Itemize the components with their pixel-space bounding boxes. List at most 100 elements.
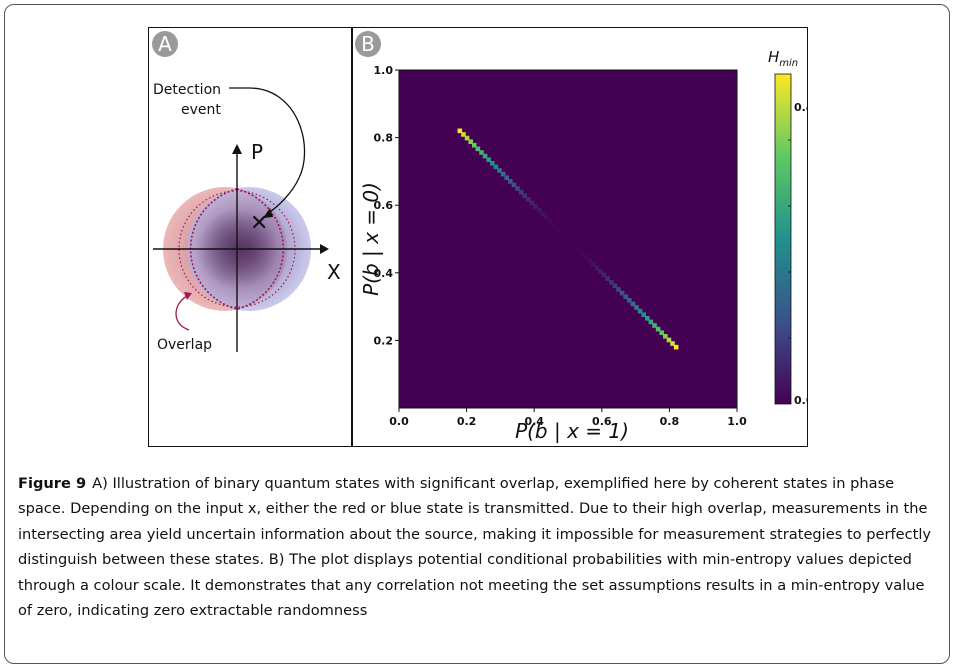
x-tick-label: 0.2	[457, 415, 477, 428]
heatmap-cell	[565, 236, 571, 242]
y-axis-title: P(b | x = 0)	[359, 182, 383, 296]
heatmap-cell	[673, 344, 679, 350]
heatmap-cell	[464, 135, 470, 141]
heatmap-cell	[648, 319, 654, 325]
detection-pointer-arrow	[229, 87, 306, 215]
heatmap-cell	[533, 204, 538, 209]
detection-label-line1: Detection	[153, 82, 221, 98]
heatmap-cell	[594, 265, 600, 271]
heatmap-band	[457, 128, 679, 350]
heatmap-cell	[587, 258, 592, 263]
p-axis-arrowhead	[232, 144, 242, 154]
panel-a-phase-space: P X Detection event ✕ Overlap	[153, 82, 341, 353]
heatmap-cell	[471, 142, 477, 148]
heatmap-cell	[482, 153, 488, 159]
x-tick-label: 0.8	[660, 415, 680, 428]
x-axis-arrowhead	[320, 244, 329, 254]
heatmap-cell	[526, 197, 531, 202]
x-tick-label: 0.4	[524, 415, 544, 428]
heatmap-cell	[468, 139, 473, 144]
heatmap-cell	[562, 233, 567, 238]
overlap-label: Overlap	[157, 337, 212, 353]
panel-b-badge: B	[355, 31, 381, 57]
heatmap-cell	[623, 294, 628, 299]
heatmap-cell	[619, 290, 625, 296]
heatmap-cell	[652, 323, 657, 328]
heatmap-cell	[590, 261, 596, 267]
figure-caption: Figure 9 A) Illustration of binary quantu…	[18, 471, 938, 623]
figure-panel-container	[148, 27, 808, 447]
y-tick-label: 0.6	[374, 199, 394, 212]
x-tick-label: 0.0	[389, 415, 409, 428]
y-tick-label: 0.2	[374, 334, 394, 347]
panel-b-heatmap: 0.0 0.2 0.4 0.6 0.8 1.0 0.2 0.4 0.6 0.8 1.0 P(b |…	[359, 48, 807, 443]
heatmap-cell	[626, 297, 632, 303]
heatmap-cell	[551, 222, 556, 227]
heatmap-cell	[583, 254, 589, 260]
heatmap-cell	[576, 247, 582, 253]
heatmap-cell	[634, 305, 639, 310]
x-axis-title: P(b | x = 1)	[515, 419, 629, 443]
heatmap-cell	[479, 150, 484, 155]
y-tick-label: 0.8	[374, 132, 394, 145]
heatmap-cell	[580, 251, 585, 256]
heatmap-cell	[598, 269, 603, 274]
heatmap-cell	[461, 132, 466, 137]
figure-frame	[4, 4, 950, 664]
heatmap-cell	[522, 193, 528, 199]
heatmap-cell	[655, 326, 661, 332]
heatmap-cell	[666, 337, 672, 343]
detection-label-line2: event	[181, 102, 221, 118]
y-tick-label: 0.4	[374, 267, 394, 280]
heatmap-cell	[457, 128, 463, 134]
heatmap-cell	[475, 146, 481, 152]
heatmap-cell	[511, 182, 517, 188]
panel-a-badge: A	[152, 31, 178, 57]
heatmap-cell	[493, 164, 499, 170]
p-axis-label: P	[251, 140, 263, 164]
heatmap-cell	[637, 308, 643, 314]
heatmap-cell	[608, 279, 614, 285]
heatmap-cell	[558, 229, 564, 235]
y-axis-ticks: 0.2 0.4 0.6 0.8 1.0	[374, 64, 399, 347]
x-axis-ticks: 0.0 0.2 0.4 0.6 0.8 1.0	[389, 408, 747, 428]
heatmap-cell	[544, 215, 549, 220]
heatmap-cell	[518, 189, 524, 195]
heatmap-cell	[663, 334, 668, 339]
heatmap-cell	[645, 316, 650, 321]
heatmap-cell	[616, 287, 621, 292]
x-axis-label: X	[327, 260, 341, 284]
heatmap-cell	[536, 207, 542, 213]
colorbar-title: Hmin	[768, 48, 798, 69]
heatmap-cell	[641, 312, 647, 318]
panel-divider	[351, 27, 353, 447]
heatmap-cell	[500, 171, 506, 177]
heatmap-cell	[670, 341, 675, 346]
heatmap-cell	[630, 301, 636, 307]
detection-cross-icon: ✕	[250, 211, 268, 236]
detection-arrowhead	[263, 208, 273, 218]
colorbar-tick-label: 0.45	[794, 101, 807, 114]
heatmap-frame	[398, 69, 738, 409]
heatmap-cell	[659, 330, 665, 336]
caption-text: A) Illustration of binary quantum states…	[18, 475, 932, 620]
heatmap-cell	[601, 272, 607, 278]
heatmap-cell	[529, 200, 535, 206]
colorbar-tick-label: 0.0	[794, 394, 807, 407]
heatmap-cell	[612, 283, 618, 289]
heatmap-cell	[515, 186, 520, 191]
x-tick-label: 1.0	[727, 415, 747, 428]
x-tick-label: 0.6	[592, 415, 612, 428]
heatmap-cell	[569, 240, 574, 245]
heatmap-cell	[504, 175, 510, 181]
figure-label: Figure 9	[18, 475, 87, 492]
overlap-dotted-outline	[189, 188, 285, 310]
heatmap-cell	[540, 211, 546, 217]
heatmap-cell	[508, 179, 513, 184]
heatmap-cell	[547, 218, 553, 224]
colorbar	[774, 73, 792, 405]
heatmap-cell	[572, 243, 578, 249]
heatmap-cell	[489, 160, 495, 166]
colorbar-ticks: 0.45 0.0	[788, 101, 807, 407]
heatmap-cell	[497, 168, 502, 173]
